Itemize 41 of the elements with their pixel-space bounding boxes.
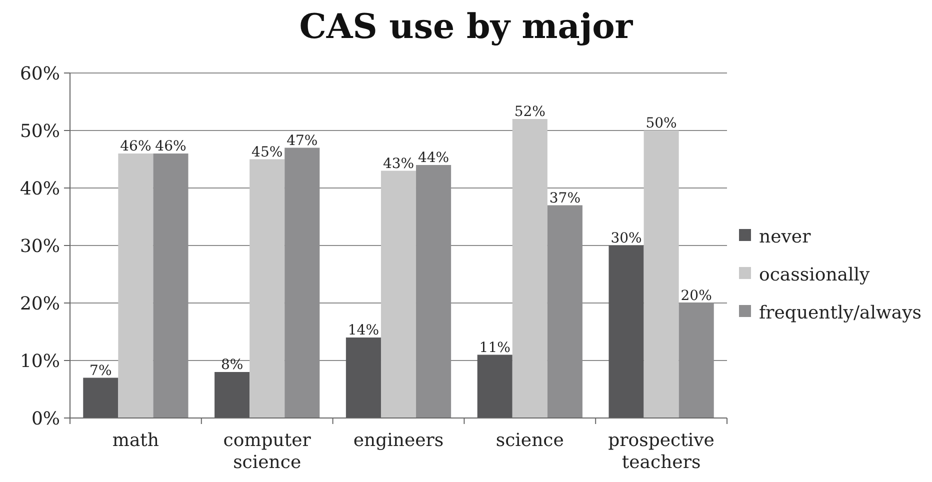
y-tick-label: 50% xyxy=(20,120,60,142)
chart-title: CAS use by major xyxy=(299,7,634,47)
bar xyxy=(512,119,548,418)
x-tick-label: science xyxy=(496,430,564,451)
bar xyxy=(118,154,154,418)
bar xyxy=(214,372,250,418)
data-label: 20% xyxy=(680,288,712,304)
y-tick-label: 60% xyxy=(20,63,60,84)
legend-label: ocassionally xyxy=(759,264,871,286)
legend-label: never xyxy=(759,226,812,248)
data-label: 46% xyxy=(120,138,152,154)
legend-label: frequently/always xyxy=(759,302,922,324)
data-label: 47% xyxy=(286,132,318,149)
bar xyxy=(346,338,381,418)
data-label: 46% xyxy=(155,138,186,154)
x-tick-label: engineers xyxy=(353,430,444,451)
x-tick-label: math xyxy=(112,430,160,451)
data-label: 43% xyxy=(382,156,414,172)
data-label: 52% xyxy=(514,104,546,120)
data-label: 45% xyxy=(252,144,283,160)
x-tick-label: prospective teachers xyxy=(608,430,714,473)
bar xyxy=(250,159,285,418)
bar xyxy=(477,354,512,418)
bar xyxy=(380,170,416,418)
y-tick-label: 20% xyxy=(20,293,60,314)
bar xyxy=(608,246,644,418)
data-label: 30% xyxy=(610,230,642,246)
y-tick-label: 10% xyxy=(20,350,60,372)
data-label: 37% xyxy=(549,190,581,206)
x-tick-label: computer science xyxy=(223,430,312,473)
data-label: 8% xyxy=(220,357,244,373)
data-label: 44% xyxy=(418,150,450,166)
data-label: 11% xyxy=(479,340,510,356)
bar xyxy=(644,130,679,418)
data-label: 7% xyxy=(90,362,112,379)
data-label: 14% xyxy=(348,322,380,338)
y-tick-label: 0% xyxy=(31,408,60,430)
data-label: 50% xyxy=(646,116,677,132)
y-tick-label: 30% xyxy=(20,236,60,257)
bar xyxy=(83,378,118,418)
y-tick-label: 40% xyxy=(20,178,60,200)
